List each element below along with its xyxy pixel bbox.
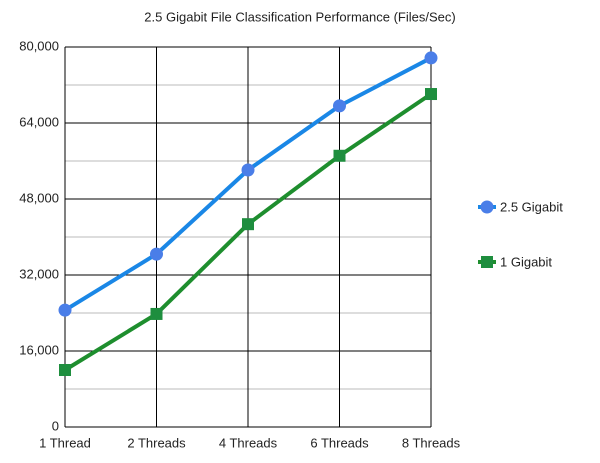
data-point <box>58 303 72 317</box>
legend-label: 2.5 Gigabit <box>500 199 563 214</box>
data-point <box>333 149 346 162</box>
x-tick-label: 1 Thread <box>39 435 91 450</box>
y-tick-label: 32,000 <box>19 266 59 281</box>
data-point <box>150 307 163 320</box>
x-tick-label: 6 Threads <box>310 435 369 450</box>
y-tick-label: 48,000 <box>19 190 59 205</box>
x-tick-label: 8 Threads <box>402 435 461 450</box>
y-tick-label: 80,000 <box>19 38 59 53</box>
y-tick-label: 64,000 <box>19 114 59 129</box>
legend-marker <box>481 256 493 268</box>
x-tick-label: 2 Threads <box>127 435 186 450</box>
legend-label: 1 Gigabit <box>500 254 552 269</box>
data-point <box>425 88 437 101</box>
data-point <box>150 247 163 261</box>
y-tick-label: 16,000 <box>19 342 59 357</box>
data-point <box>242 218 254 231</box>
x-tick-label: 4 Threads <box>219 435 278 450</box>
data-point <box>59 364 71 376</box>
legend-marker <box>480 200 494 214</box>
data-point <box>333 99 346 113</box>
data-point <box>424 51 438 65</box>
data-point <box>241 163 255 177</box>
y-tick-label: 0 <box>52 418 59 433</box>
chart-title: 2.5 Gigabit File Classification Performa… <box>144 9 455 24</box>
